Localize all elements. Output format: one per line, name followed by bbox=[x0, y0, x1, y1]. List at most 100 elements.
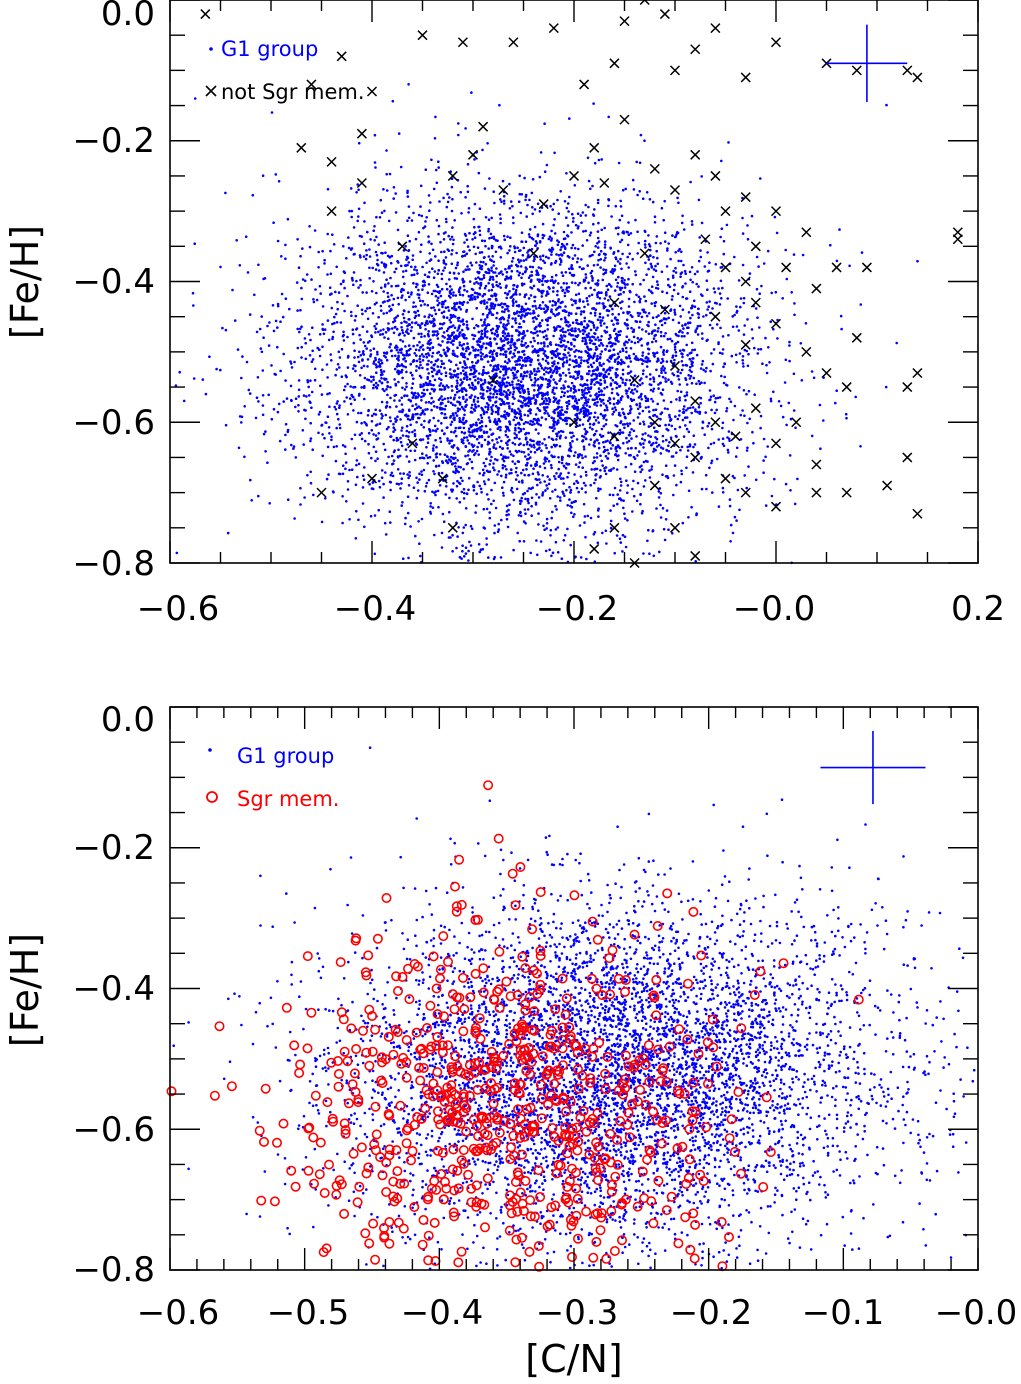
g1-point bbox=[445, 287, 449, 291]
g1-point bbox=[784, 358, 788, 362]
g1-point bbox=[374, 450, 378, 454]
g1-point bbox=[413, 268, 416, 271]
g1-point bbox=[518, 322, 521, 326]
g1-point bbox=[382, 328, 385, 331]
g1-point bbox=[473, 158, 476, 161]
g1-point bbox=[495, 342, 499, 346]
g1-point bbox=[415, 476, 418, 480]
g1-point bbox=[388, 172, 392, 176]
g1-point bbox=[379, 309, 383, 312]
g1-point bbox=[571, 303, 574, 307]
g1-point bbox=[672, 474, 676, 477]
g1-point bbox=[652, 380, 656, 383]
g1-point bbox=[518, 271, 521, 275]
g1-point bbox=[525, 215, 528, 218]
g1-point bbox=[504, 473, 508, 477]
g1-point bbox=[721, 352, 724, 355]
g1-point bbox=[681, 364, 685, 367]
g1-point bbox=[591, 369, 595, 373]
g1-point bbox=[458, 332, 461, 336]
g1-point bbox=[386, 295, 390, 299]
g1-point bbox=[442, 331, 446, 334]
g1-point bbox=[457, 319, 460, 323]
g1-point bbox=[774, 290, 778, 294]
g1-point bbox=[692, 299, 696, 303]
g1-point bbox=[488, 351, 492, 355]
g1-point bbox=[400, 326, 403, 329]
g1-point bbox=[678, 304, 682, 308]
g1-point bbox=[501, 305, 504, 309]
g1-point bbox=[678, 414, 681, 417]
g1-point bbox=[292, 445, 296, 448]
g1-point bbox=[311, 349, 315, 353]
g1-point bbox=[348, 397, 352, 400]
g1-point bbox=[603, 448, 607, 452]
g1-point bbox=[550, 445, 553, 449]
g1-point bbox=[692, 445, 695, 449]
g1-point bbox=[386, 291, 390, 295]
g1-point bbox=[615, 382, 619, 386]
g1-point bbox=[353, 447, 357, 450]
g1-point bbox=[783, 381, 787, 384]
g1-point bbox=[573, 247, 577, 250]
g1-point bbox=[562, 353, 565, 356]
g1-point bbox=[596, 236, 600, 240]
g1-point bbox=[596, 336, 600, 339]
g1-point bbox=[466, 342, 469, 345]
g1-point bbox=[524, 356, 527, 360]
g1-point bbox=[493, 303, 497, 307]
g1-point bbox=[659, 361, 663, 365]
g1-point bbox=[627, 221, 630, 224]
g1-point bbox=[579, 556, 583, 559]
g1-point bbox=[284, 379, 287, 382]
g1-point bbox=[564, 345, 567, 349]
g1-point bbox=[309, 481, 313, 485]
g1-point bbox=[510, 264, 513, 268]
g1-point bbox=[448, 496, 451, 500]
g1-point bbox=[757, 265, 760, 268]
g1-point bbox=[401, 328, 404, 332]
g1-point bbox=[505, 334, 509, 338]
g1-point bbox=[680, 221, 684, 225]
g1-point bbox=[708, 389, 712, 392]
g1-point bbox=[313, 378, 317, 382]
g1-point bbox=[779, 404, 783, 408]
g1-point bbox=[684, 424, 687, 427]
g1-point bbox=[647, 234, 650, 237]
g1-point bbox=[426, 388, 429, 392]
g1-point bbox=[479, 348, 483, 351]
g1-point bbox=[456, 459, 460, 462]
g1-point bbox=[524, 497, 527, 501]
g1-point bbox=[604, 253, 607, 256]
g1-point bbox=[380, 370, 383, 374]
g1-point bbox=[356, 219, 360, 223]
g1-point bbox=[599, 378, 602, 382]
g1-point bbox=[552, 386, 556, 390]
g1-point bbox=[452, 470, 455, 474]
g1-point bbox=[599, 249, 603, 253]
g1-point bbox=[304, 341, 308, 345]
g1-point bbox=[482, 473, 485, 477]
g1-point bbox=[299, 503, 302, 506]
g1-point bbox=[513, 312, 516, 316]
g1-point bbox=[659, 345, 663, 349]
g1-point bbox=[540, 307, 543, 311]
g1-point bbox=[475, 306, 479, 310]
g1-point bbox=[420, 399, 423, 402]
g1-point bbox=[565, 356, 568, 359]
g1-point bbox=[611, 366, 614, 370]
g1-point bbox=[426, 437, 430, 440]
g1-point bbox=[381, 301, 385, 304]
g1-point bbox=[389, 386, 392, 389]
g1-point bbox=[560, 286, 563, 289]
g1-point bbox=[675, 451, 678, 455]
g1-point bbox=[746, 224, 749, 227]
g1-point bbox=[506, 427, 510, 430]
g1-point bbox=[442, 310, 446, 314]
g1-point bbox=[479, 413, 483, 417]
g1-point bbox=[684, 398, 687, 402]
g1-point bbox=[479, 260, 483, 264]
g1-point bbox=[511, 460, 514, 463]
g1-point bbox=[628, 411, 632, 415]
g1-point bbox=[704, 411, 707, 414]
